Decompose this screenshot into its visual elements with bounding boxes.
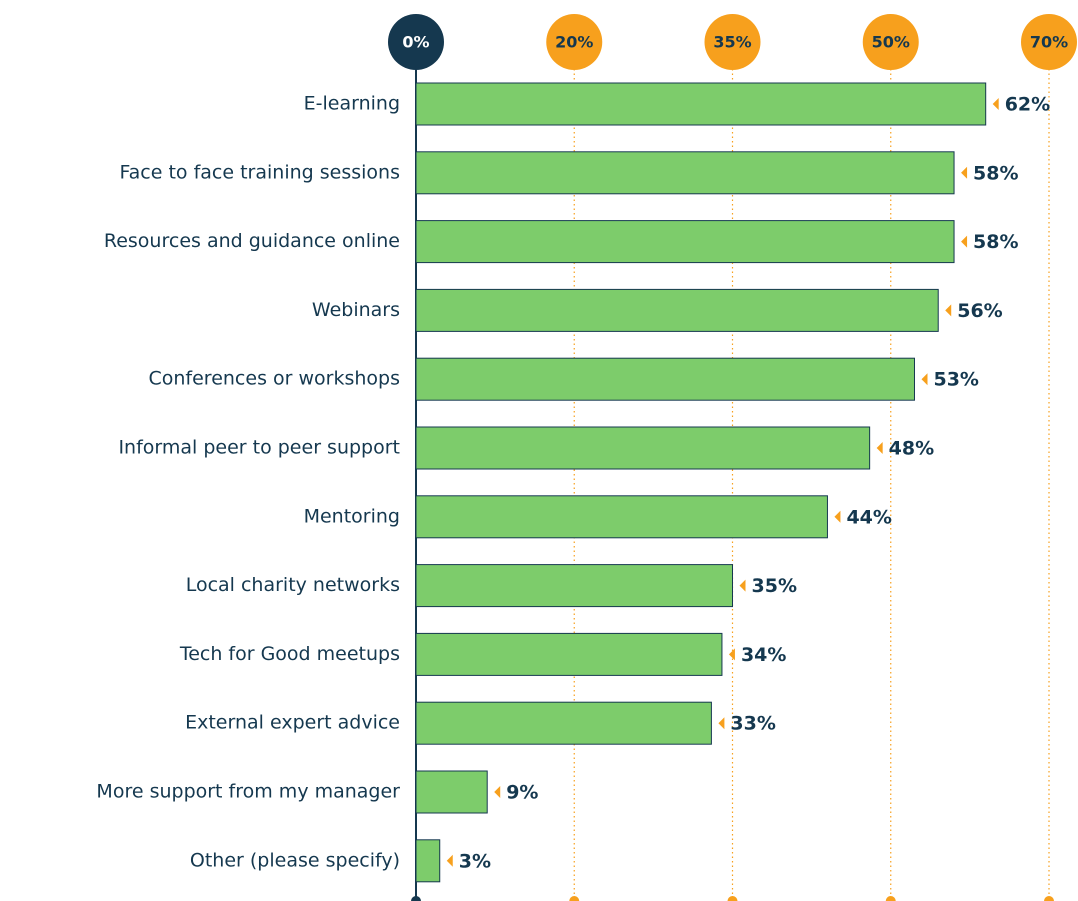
x-tick-label: 50% (872, 33, 910, 52)
value-label: 53% (933, 369, 978, 391)
category-label: Conferences or workshops (149, 368, 401, 390)
tick-badge (862, 14, 919, 70)
value-pointer (961, 166, 968, 179)
category-label: Mentoring (304, 505, 400, 527)
category-label: E-learning (304, 93, 400, 115)
category-label: More support from my manager (96, 781, 400, 803)
x-tick-label: 20% (555, 33, 593, 52)
value-pointer (876, 442, 883, 454)
value-label: 62% (1005, 94, 1050, 116)
value-label: 33% (730, 713, 775, 735)
x-tick-label: 0% (402, 33, 429, 52)
value-label: 48% (889, 438, 934, 460)
category-label: Resources and guidance online (104, 230, 400, 252)
value-pointer (961, 235, 968, 248)
bar (415, 426, 871, 470)
bar (415, 770, 488, 814)
category-label: Tech for Good meetups (179, 643, 400, 665)
grid-end-dot (569, 896, 580, 901)
value-pointer (494, 786, 501, 798)
value-label: 9% (506, 782, 538, 804)
x-tick-label: 70% (1030, 33, 1068, 52)
value-pointer (739, 579, 746, 592)
category-label: External expert advice (185, 712, 400, 734)
bar (415, 357, 915, 401)
tick-badge (546, 14, 603, 70)
grid-end-dot (1044, 896, 1054, 901)
value-label: 3% (459, 850, 491, 872)
value-pointer (718, 717, 725, 730)
bar (415, 701, 712, 745)
value-label: 35% (752, 575, 797, 597)
bar (415, 288, 939, 332)
value-label: 56% (957, 300, 1002, 322)
bar (415, 564, 733, 608)
category-label: Webinars (312, 299, 400, 321)
value-pointer (921, 373, 928, 386)
category-label: Other (please specify) (190, 849, 400, 871)
grid-end-dot (727, 896, 738, 901)
value-label: 34% (741, 644, 786, 666)
value-pointer (834, 510, 841, 523)
tick-badge (704, 14, 761, 70)
bar (415, 495, 828, 539)
bar (415, 82, 987, 126)
bar (415, 220, 955, 264)
category-label: Local charity networks (186, 574, 400, 596)
value-label: 58% (973, 162, 1018, 184)
grid-end-dot (885, 896, 896, 901)
category-label: Informal peer to peer support (118, 437, 400, 459)
grid-end-dot (411, 896, 421, 901)
value-pointer (945, 304, 952, 317)
value-label: 58% (973, 231, 1018, 253)
x-tick-label: 35% (713, 33, 751, 52)
value-label: 44% (846, 506, 891, 528)
bar (415, 632, 723, 676)
value-pointer (992, 98, 999, 110)
value-pointer (446, 854, 453, 867)
category-label: Face to face training sessions (119, 161, 400, 183)
tick-badge (388, 14, 444, 70)
bar (415, 151, 955, 195)
tick-badge (1021, 14, 1077, 70)
value-pointer (728, 648, 735, 661)
bar (415, 839, 441, 883)
